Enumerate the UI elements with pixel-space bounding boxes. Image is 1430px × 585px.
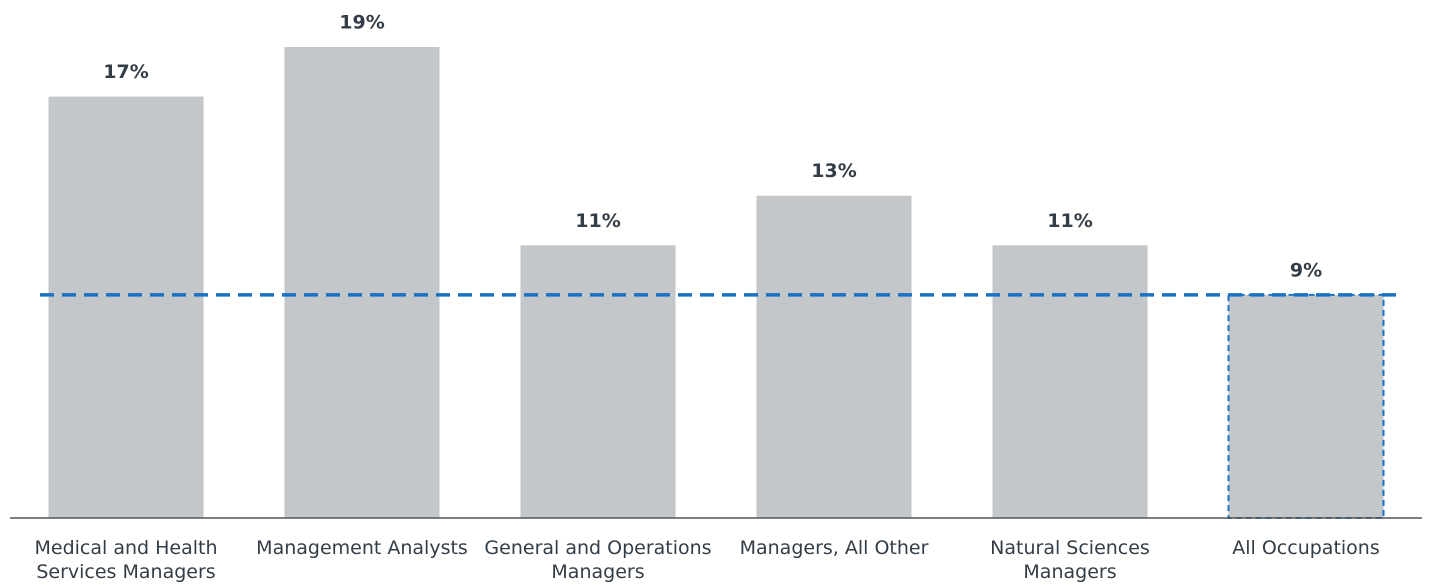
x-tick-label: Medical and Health Services Managers [34,537,218,583]
value-label: 9% [1290,259,1322,281]
bar [48,96,204,518]
value-label: 11% [575,210,620,232]
x-tick-label: General and Operations Managers [484,537,712,583]
bar [1227,293,1385,520]
value-label: 17% [103,61,148,83]
value-label: 13% [811,160,856,182]
value-label: 11% [1047,210,1092,232]
bar [756,195,912,518]
value-label: 19% [339,12,384,34]
bar [520,245,676,518]
bar [284,47,440,518]
x-tick-label: Managers, All Other [739,537,929,559]
x-tick-label: Natural Sciences Managers [990,537,1150,583]
x-tick-label: All Occupations [1232,537,1380,559]
bar [992,245,1148,518]
x-tick-label: Management Analysts [256,537,468,559]
